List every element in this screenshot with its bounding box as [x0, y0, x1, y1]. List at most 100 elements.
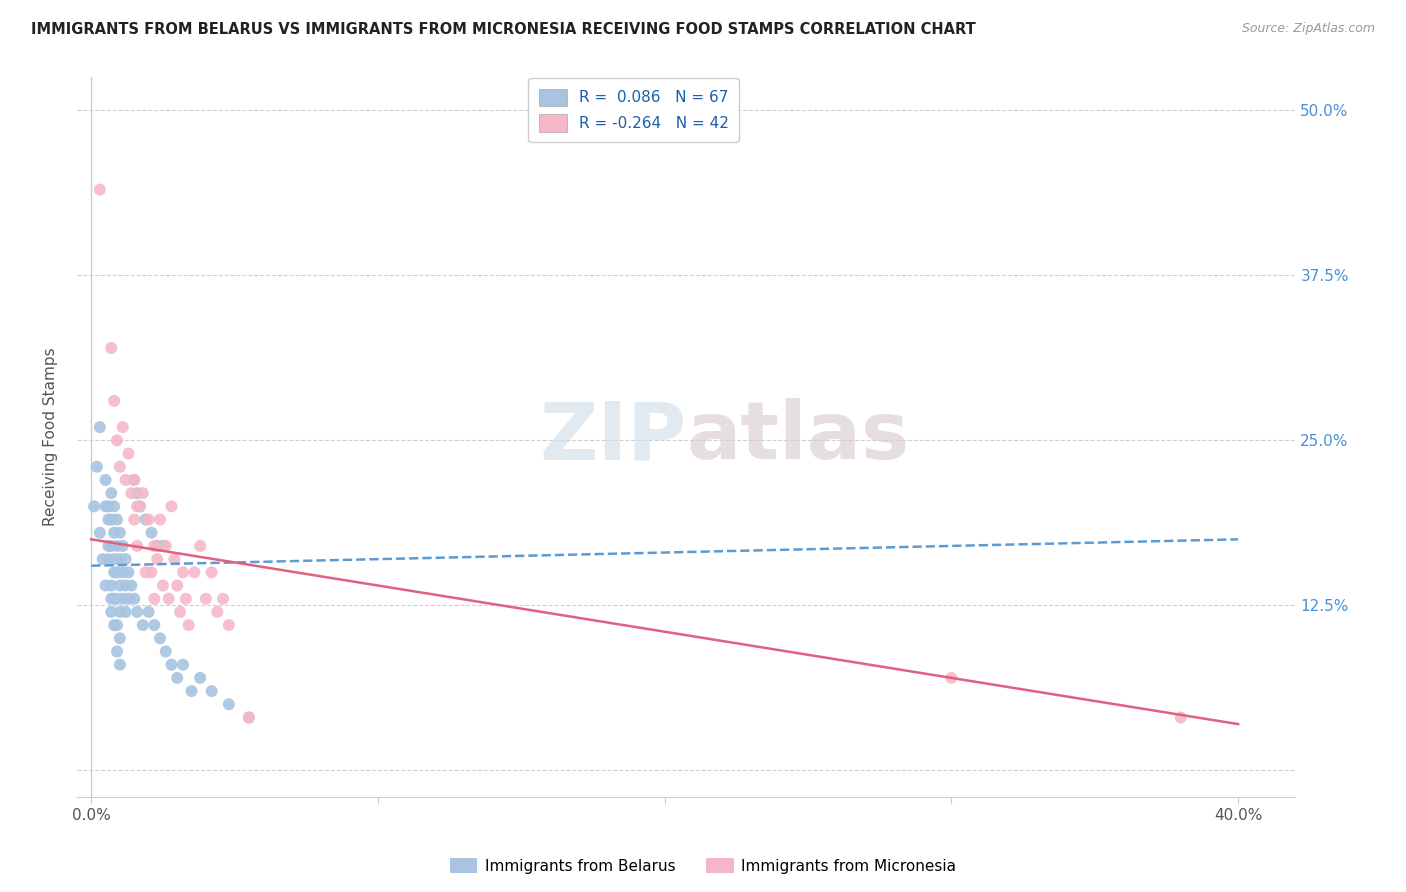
Text: atlas: atlas [686, 398, 910, 476]
Point [155, 644, 177, 658]
Point [132, 618, 155, 632]
Point [111, 420, 134, 434]
Point [138, 605, 160, 619]
Point [117, 566, 139, 580]
Point [103, 393, 125, 408]
Point [122, 473, 145, 487]
Point [160, 657, 183, 672]
Point [105, 644, 128, 658]
Point [125, 500, 148, 514]
Point [141, 566, 163, 580]
Legend: Immigrants from Belarus, Immigrants from Micronesia: Immigrants from Belarus, Immigrants from… [444, 852, 962, 880]
Point [218, 618, 240, 632]
Point [143, 591, 166, 606]
Point [155, 539, 177, 553]
Point [111, 566, 134, 580]
Point [108, 632, 131, 646]
Point [103, 591, 125, 606]
Point [177, 618, 200, 632]
Point [103, 552, 125, 566]
Text: Source: ZipAtlas.com: Source: ZipAtlas.com [1241, 22, 1375, 36]
Point [108, 525, 131, 540]
Point [100, 512, 122, 526]
Point [105, 618, 128, 632]
Point [941, 671, 963, 685]
Point [135, 566, 157, 580]
Y-axis label: Receiving Food Stamps: Receiving Food Stamps [44, 348, 58, 526]
Point [149, 632, 172, 646]
Point [1170, 710, 1192, 724]
Point [143, 618, 166, 632]
Point [94, 500, 117, 514]
Point [160, 500, 183, 514]
Text: ZIP: ZIP [538, 398, 686, 476]
Point [138, 512, 160, 526]
Point [114, 578, 136, 592]
Point [114, 473, 136, 487]
Point [149, 512, 172, 526]
Point [105, 591, 128, 606]
Point [122, 473, 145, 487]
Point [238, 710, 260, 724]
Point [146, 552, 169, 566]
Point [89, 420, 111, 434]
Point [100, 539, 122, 553]
Point [174, 591, 197, 606]
Point [117, 446, 139, 460]
Point [103, 566, 125, 580]
Point [111, 539, 134, 553]
Point [103, 618, 125, 632]
Point [125, 605, 148, 619]
Point [108, 459, 131, 474]
Point [105, 512, 128, 526]
Point [188, 671, 211, 685]
Point [180, 684, 202, 698]
Point [103, 500, 125, 514]
Point [188, 539, 211, 553]
Point [122, 512, 145, 526]
Point [100, 605, 122, 619]
Point [108, 578, 131, 592]
Point [114, 605, 136, 619]
Point [212, 591, 235, 606]
Point [132, 486, 155, 500]
Point [105, 434, 128, 448]
Point [146, 539, 169, 553]
Point [103, 525, 125, 540]
Point [108, 552, 131, 566]
Point [97, 539, 120, 553]
Point [129, 500, 152, 514]
Point [125, 486, 148, 500]
Point [108, 605, 131, 619]
Point [120, 486, 142, 500]
Point [238, 710, 260, 724]
Point [194, 591, 217, 606]
Point [166, 671, 188, 685]
Point [108, 657, 131, 672]
Point [100, 341, 122, 355]
Legend: R =  0.086   N = 67, R = -0.264   N = 42: R = 0.086 N = 67, R = -0.264 N = 42 [529, 78, 740, 142]
Point [86, 459, 108, 474]
Point [218, 698, 240, 712]
Text: IMMIGRANTS FROM BELARUS VS IMMIGRANTS FROM MICRONESIA RECEIVING FOOD STAMPS CORR: IMMIGRANTS FROM BELARUS VS IMMIGRANTS FR… [31, 22, 976, 37]
Point [201, 566, 224, 580]
Point [207, 605, 229, 619]
Point [100, 578, 122, 592]
Point [111, 591, 134, 606]
Point [97, 500, 120, 514]
Point [152, 578, 174, 592]
Point [94, 473, 117, 487]
Point [117, 591, 139, 606]
Point [105, 539, 128, 553]
Point [169, 605, 191, 619]
Point [100, 486, 122, 500]
Point [141, 525, 163, 540]
Point [97, 552, 120, 566]
Point [135, 512, 157, 526]
Point [105, 566, 128, 580]
Point [183, 566, 205, 580]
Point [114, 552, 136, 566]
Point [100, 591, 122, 606]
Point [89, 525, 111, 540]
Point [91, 552, 114, 566]
